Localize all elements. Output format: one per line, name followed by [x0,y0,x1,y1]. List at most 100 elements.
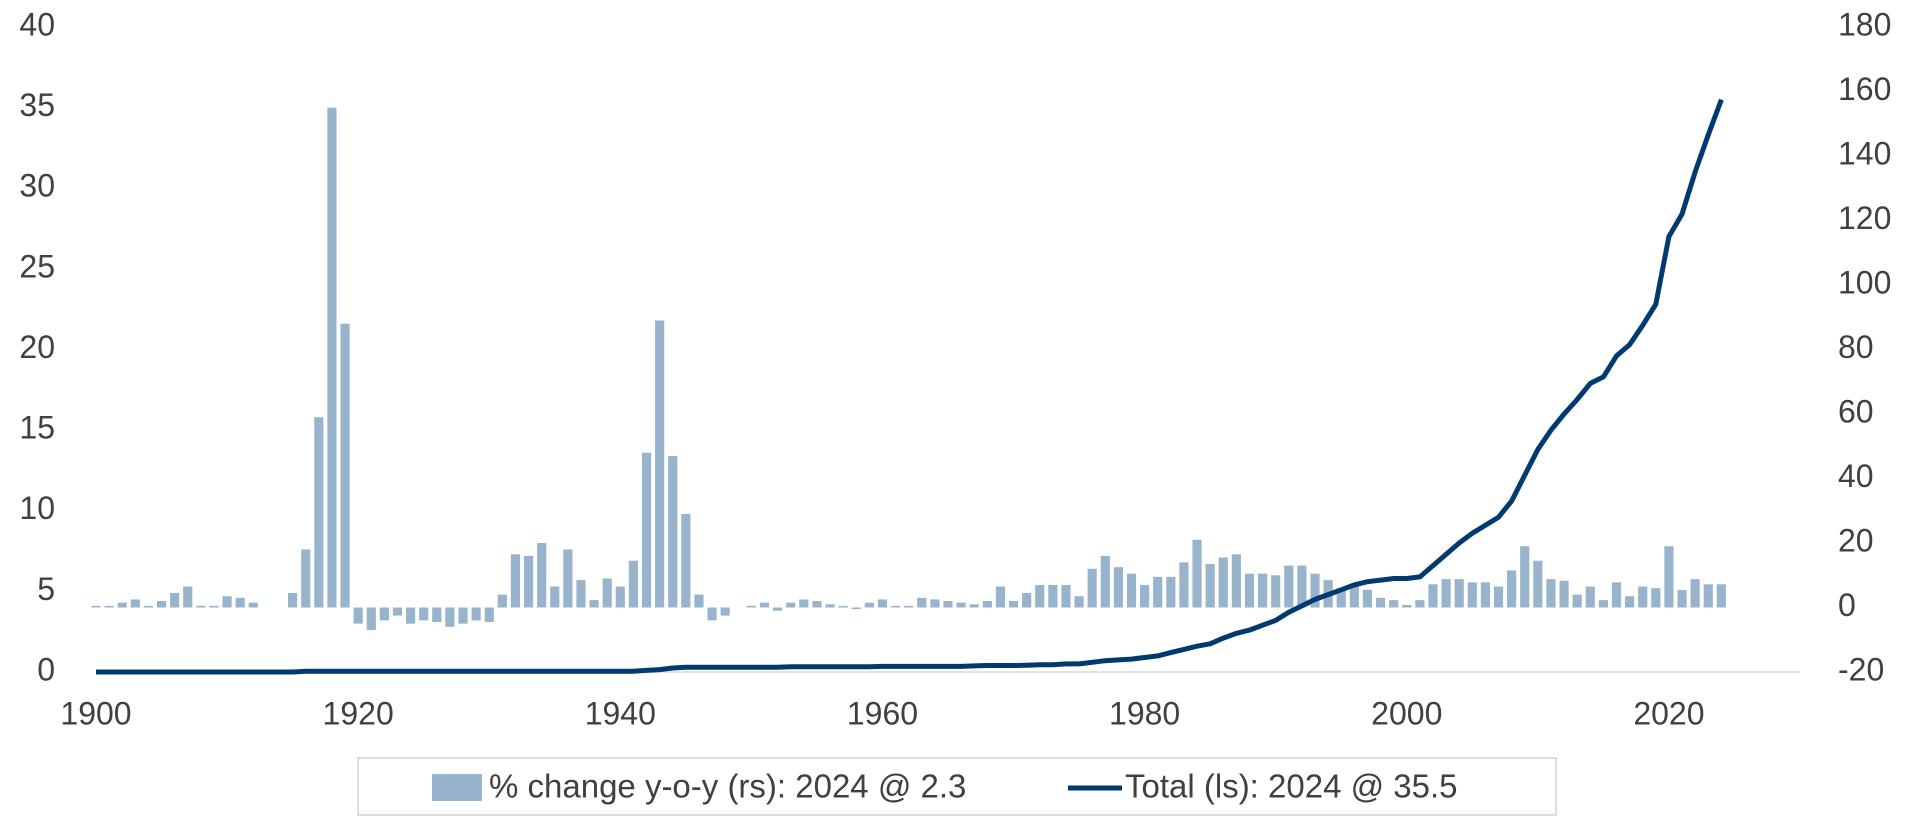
bar [1048,584,1058,608]
bar [1454,579,1464,608]
bar [130,599,140,608]
bar [1074,596,1084,608]
y2-tick-label: 140 [1838,135,1891,171]
bar [91,605,101,608]
y-tick-label: 20 [19,329,55,365]
bar [576,580,586,608]
y2-tick-label: -20 [1838,651,1884,687]
y-tick-label: 15 [19,410,55,446]
bar [340,323,350,608]
bar [641,452,652,608]
y2-tick-label: 80 [1838,329,1874,365]
y-tick-label: 25 [19,248,55,284]
bar [392,607,403,616]
bar [1638,586,1648,608]
bar [170,592,180,608]
bar [655,320,665,608]
bar [143,605,154,608]
y2-tick-label: 100 [1838,264,1891,300]
x-tick-label: 1940 [585,695,656,731]
line [96,98,1724,675]
bar [759,602,770,608]
bar [1415,600,1425,608]
bar [589,600,599,608]
bar [746,605,756,608]
bar [1375,597,1386,608]
bar [1218,557,1228,608]
bar [1703,584,1713,608]
bar [1100,555,1110,608]
y-tick-label: 35 [19,87,55,123]
bar [1677,590,1687,608]
bar [301,549,311,608]
bar [458,607,468,624]
bar [1546,579,1556,608]
bar [1153,576,1163,608]
bar [183,586,193,608]
bar [602,578,612,608]
bar [904,605,914,608]
bar [1480,582,1491,608]
bar [471,607,481,621]
bar [982,601,992,608]
bar [1192,539,1202,608]
bar [694,594,704,608]
bar [720,607,730,616]
bar [1664,546,1674,608]
bar [812,601,822,608]
y2-tick-label: 20 [1838,522,1874,558]
bar [786,602,796,608]
bar [510,554,521,608]
x-tick-label: 2020 [1633,695,1704,731]
bar [1533,560,1543,608]
bar [1061,584,1071,608]
bar [1022,592,1032,608]
bar [1008,601,1019,608]
bar [1349,586,1359,608]
bar [1572,594,1582,608]
x-tick-label: 1920 [323,695,394,731]
bar [615,586,625,608]
bar [877,599,888,608]
bar [1310,573,1320,608]
bar [668,455,678,608]
bar [563,549,573,608]
x-tick-label: 1960 [847,695,918,731]
bar [1179,562,1189,608]
bar [969,604,979,608]
y-tick-label: 40 [19,6,55,42]
bar [1559,580,1569,608]
bar [497,594,507,608]
y2-tick-label: 120 [1838,200,1891,236]
bar [104,605,114,608]
bar [1140,584,1150,608]
bar [1585,586,1595,608]
bar [484,607,494,623]
x-tick-label: 2000 [1371,695,1442,731]
y2-tick-label: 0 [1838,587,1856,623]
bar [156,601,167,608]
bar [773,607,783,611]
bar [1651,588,1661,608]
y2-tick-label: 60 [1838,393,1874,429]
bar [196,605,206,608]
y2-tick-label: 160 [1838,71,1891,107]
bar [445,607,455,627]
bar [943,601,953,608]
bar [1467,582,1477,608]
bar [707,607,717,621]
y2-tick-label: 40 [1838,458,1874,494]
bar [1284,565,1294,608]
bar [248,602,258,608]
bar [1297,565,1307,608]
bar [419,607,429,621]
bar [1690,579,1700,608]
bar [995,586,1006,608]
y-tick-label: 5 [37,571,55,607]
bar [1716,584,1726,608]
bar [1244,573,1255,608]
bar [353,607,363,624]
legend-label: % change y-o-y (rs): 2024 @ 2.3 [489,768,966,805]
bar [222,596,232,608]
bar [956,602,966,608]
